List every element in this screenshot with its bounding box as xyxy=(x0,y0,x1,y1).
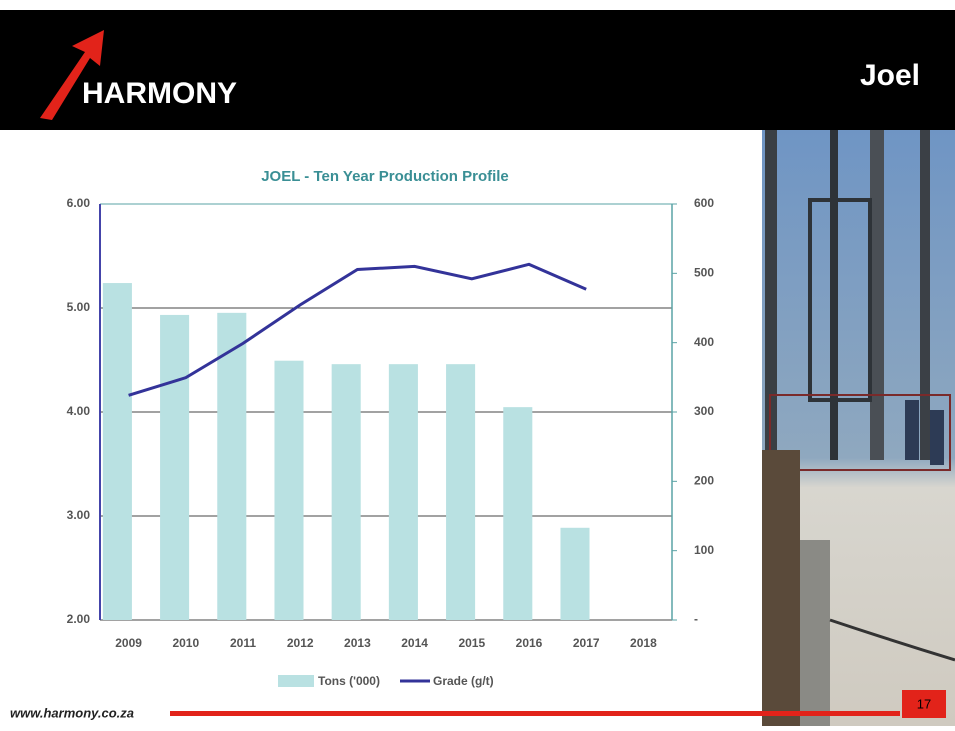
x-tick-label: 2014 xyxy=(401,636,428,650)
bar xyxy=(102,283,132,620)
bar xyxy=(160,314,190,620)
y-tick-label: 5.00 xyxy=(67,300,91,314)
logo-arrow xyxy=(40,30,104,120)
y-tick-label: 4.00 xyxy=(67,404,91,418)
line xyxy=(128,262,587,397)
page-badge xyxy=(902,690,946,718)
bar xyxy=(388,364,418,620)
x-tick-label: 2013 xyxy=(344,636,371,650)
x-tick-label: 2017 xyxy=(573,636,600,650)
y2-tick-label: 600 xyxy=(694,196,714,210)
x-tick-label: 2012 xyxy=(287,636,314,650)
y2-tick-label: 500 xyxy=(694,266,714,280)
logo-text: HARMONY xyxy=(82,77,237,110)
photo xyxy=(762,130,955,726)
x-tick-label: 2011 xyxy=(230,636,256,650)
x-tick-label: 2015 xyxy=(458,636,485,650)
y2-tick-label: 300 xyxy=(694,404,714,418)
page-number: 17 xyxy=(917,696,931,711)
y-tick-label: 6.00 xyxy=(67,196,91,210)
bar xyxy=(217,312,247,620)
header-band xyxy=(0,10,955,130)
footer-rule xyxy=(170,711,900,716)
bar xyxy=(274,360,304,620)
y2-tick-label: 400 xyxy=(694,335,714,349)
y2-tick-label: - xyxy=(694,612,698,626)
bar xyxy=(446,364,476,620)
x-tick-label: 2010 xyxy=(172,636,199,650)
footer-url: www.harmony.co.za xyxy=(10,705,134,720)
bar xyxy=(331,364,361,620)
y-tick-label: 2.00 xyxy=(67,612,91,626)
y-tick-label: 3.00 xyxy=(67,508,91,522)
legend-label: Tons ('000) xyxy=(318,674,380,688)
y2-tick-label: 200 xyxy=(694,474,714,488)
x-tick-label: 2016 xyxy=(516,636,543,650)
bar xyxy=(503,407,533,620)
legend-label: Grade (g/t) xyxy=(433,674,494,688)
slide-title: Joel xyxy=(860,59,920,92)
y2-tick-label: 100 xyxy=(694,543,714,557)
bar xyxy=(560,527,590,620)
chart-title: JOEL - Ten Year Production Profile xyxy=(261,168,509,185)
legend-swatch xyxy=(278,675,314,687)
x-tick-label: 2009 xyxy=(115,636,142,650)
x-tick-label: 2018 xyxy=(630,636,657,650)
